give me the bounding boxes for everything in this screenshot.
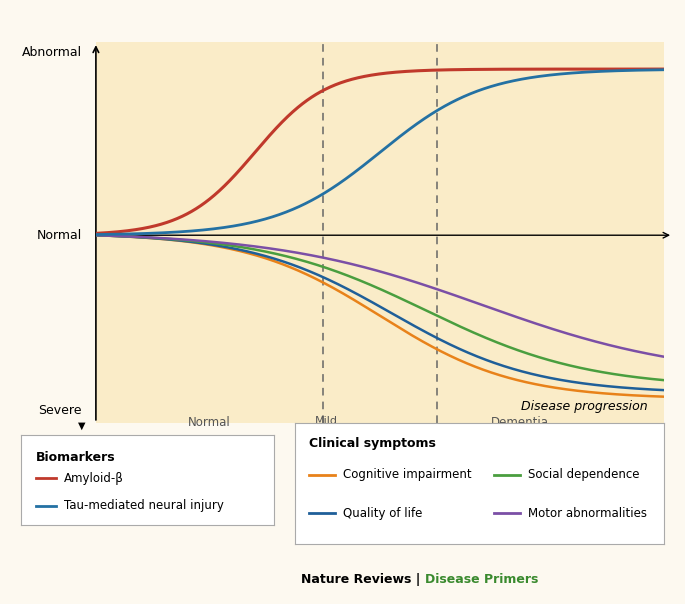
Text: Normal: Normal xyxy=(36,229,82,242)
Text: Disease progression: Disease progression xyxy=(521,400,647,413)
Text: Cognitive impairment: Cognitive impairment xyxy=(342,468,471,481)
Text: Disease Primers: Disease Primers xyxy=(425,573,538,586)
Text: Abnormal: Abnormal xyxy=(21,47,82,60)
Text: Nature Reviews |: Nature Reviews | xyxy=(301,573,425,586)
Text: Biomarkers: Biomarkers xyxy=(36,451,115,464)
Text: Motor abnormalities: Motor abnormalities xyxy=(527,507,647,520)
Text: Tau-mediated neural injury: Tau-mediated neural injury xyxy=(64,499,223,512)
Text: Severe: Severe xyxy=(38,404,82,417)
Text: Normal: Normal xyxy=(188,416,231,429)
Text: ▼: ▼ xyxy=(78,421,86,431)
Text: Quality of life: Quality of life xyxy=(342,507,422,520)
Text: Clinical symptoms: Clinical symptoms xyxy=(310,437,436,451)
Text: Dementia: Dementia xyxy=(490,416,549,429)
Text: Mild
cognitive
impairment: Mild cognitive impairment xyxy=(294,416,358,451)
Text: Amyloid-β: Amyloid-β xyxy=(64,472,123,485)
Text: Social dependence: Social dependence xyxy=(527,468,639,481)
